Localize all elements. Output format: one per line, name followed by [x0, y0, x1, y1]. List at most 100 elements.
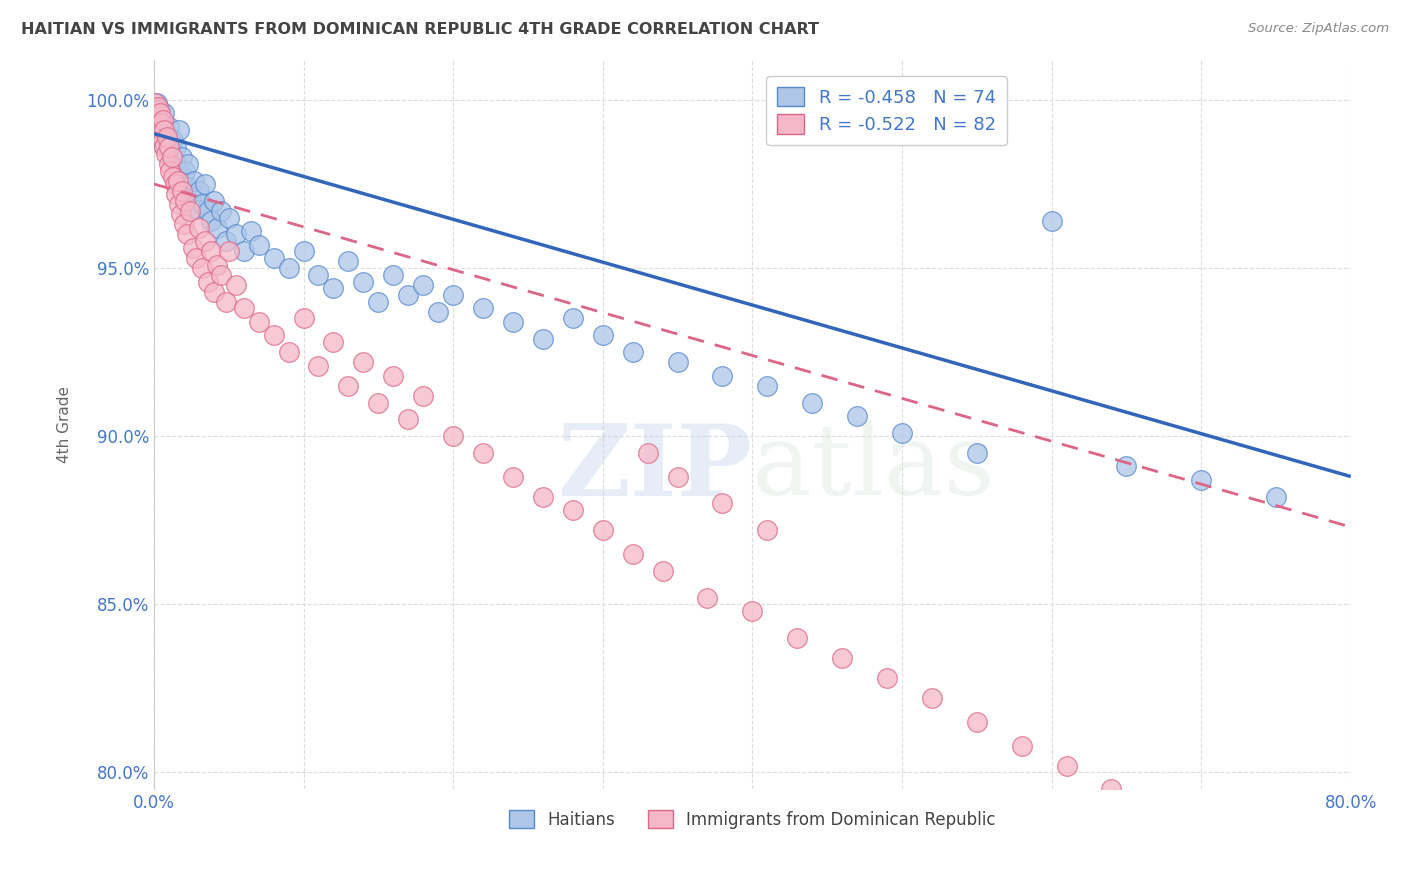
- Point: [157, 120, 180, 134]
- Point: [162, 133, 184, 147]
- Point: [197, 275, 219, 289]
- Point: [181, 241, 204, 255]
- Point: [167, 163, 190, 178]
- Point: [621, 547, 644, 561]
- Point: [651, 564, 673, 578]
- Point: [225, 227, 247, 242]
- Point: [1056, 758, 1078, 772]
- Point: [1099, 782, 1122, 797]
- Point: [801, 395, 824, 409]
- Text: HAITIAN VS IMMIGRANTS FROM DOMINICAN REPUBLIC 4TH GRADE CORRELATION CHART: HAITIAN VS IMMIGRANTS FROM DOMINICAN REP…: [21, 22, 820, 37]
- Point: [247, 315, 270, 329]
- Point: [200, 214, 222, 228]
- Point: [322, 334, 344, 349]
- Point: [180, 190, 202, 204]
- Text: atlas: atlas: [752, 420, 995, 516]
- Point: [152, 133, 174, 147]
- Point: [170, 207, 193, 221]
- Point: [183, 174, 205, 188]
- Point: [156, 133, 179, 147]
- Point: [592, 328, 614, 343]
- Point: [218, 244, 240, 259]
- Point: [152, 136, 174, 151]
- Point: [176, 227, 198, 242]
- Point: [152, 130, 174, 145]
- Point: [225, 277, 247, 292]
- Point: [177, 157, 200, 171]
- Point: [441, 288, 464, 302]
- Point: [162, 170, 184, 185]
- Point: [202, 285, 225, 299]
- Point: [170, 174, 193, 188]
- Point: [1265, 490, 1288, 504]
- Point: [148, 120, 170, 134]
- Point: [352, 355, 374, 369]
- Point: [308, 268, 330, 282]
- Point: [153, 140, 176, 154]
- Point: [352, 275, 374, 289]
- Point: [1189, 815, 1212, 830]
- Point: [167, 174, 190, 188]
- Point: [427, 305, 450, 319]
- Point: [666, 469, 689, 483]
- Point: [240, 224, 263, 238]
- Point: [876, 671, 898, 685]
- Point: [215, 234, 238, 248]
- Point: [367, 395, 389, 409]
- Point: [1115, 459, 1137, 474]
- Point: [263, 251, 285, 265]
- Point: [1011, 739, 1033, 753]
- Point: [277, 261, 299, 276]
- Point: [337, 378, 360, 392]
- Point: [711, 368, 734, 383]
- Point: [441, 429, 464, 443]
- Point: [173, 218, 195, 232]
- Point: [921, 691, 943, 706]
- Point: [966, 446, 988, 460]
- Point: [145, 100, 167, 114]
- Point: [153, 123, 176, 137]
- Point: [165, 140, 187, 154]
- Point: [247, 237, 270, 252]
- Point: [160, 150, 183, 164]
- Point: [337, 254, 360, 268]
- Point: [179, 203, 201, 218]
- Point: [150, 127, 173, 141]
- Point: [1234, 832, 1257, 847]
- Point: [157, 144, 180, 158]
- Point: [149, 106, 172, 120]
- Point: [194, 177, 217, 191]
- Point: [191, 261, 214, 276]
- Point: [1144, 799, 1167, 814]
- Point: [472, 301, 495, 316]
- Point: [160, 146, 183, 161]
- Point: [741, 604, 763, 618]
- Point: [846, 409, 869, 423]
- Point: [155, 127, 177, 141]
- Point: [209, 203, 232, 218]
- Point: [472, 446, 495, 460]
- Point: [502, 469, 524, 483]
- Point: [152, 113, 174, 128]
- Point: [184, 251, 207, 265]
- Point: [157, 157, 180, 171]
- Point: [277, 345, 299, 359]
- Point: [232, 244, 254, 259]
- Point: [197, 203, 219, 218]
- Point: [621, 345, 644, 359]
- Point: [200, 244, 222, 259]
- Point: [156, 130, 179, 145]
- Text: ZIP: ZIP: [557, 420, 752, 516]
- Point: [159, 136, 181, 151]
- Point: [150, 123, 173, 137]
- Point: [1189, 473, 1212, 487]
- Point: [148, 100, 170, 114]
- Legend: Haitians, Immigrants from Dominican Republic: Haitians, Immigrants from Dominican Repu…: [502, 804, 1002, 836]
- Point: [666, 355, 689, 369]
- Point: [1040, 214, 1063, 228]
- Point: [153, 106, 176, 120]
- Point: [396, 412, 419, 426]
- Text: Source: ZipAtlas.com: Source: ZipAtlas.com: [1249, 22, 1389, 36]
- Point: [382, 368, 405, 383]
- Point: [163, 153, 186, 168]
